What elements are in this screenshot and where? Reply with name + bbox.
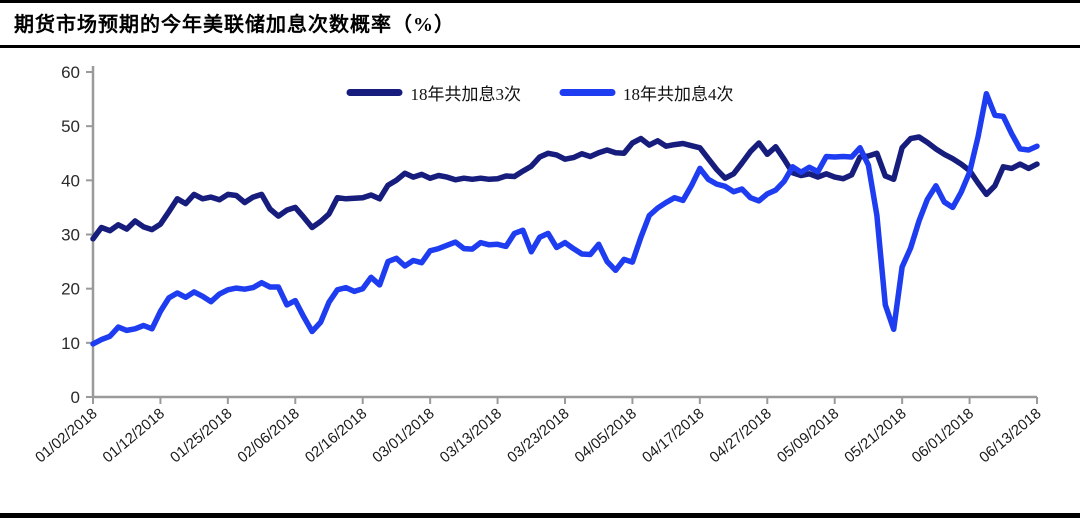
legend-label-4-hikes: 18年共加息4次 — [623, 85, 734, 104]
x-tick-label: 05/21/2018 — [841, 405, 909, 466]
x-tick-label: 04/27/2018 — [706, 405, 774, 466]
legend-swatch-4-hikes — [559, 89, 615, 96]
x-tick-label: 06/01/2018 — [909, 405, 977, 466]
legend: 18年共加息3次 18年共加息4次 — [346, 80, 734, 105]
series-line-3-hikes — [90, 134, 1040, 242]
y-tick-label: 0 — [71, 388, 80, 407]
x-tick-label: 03/01/2018 — [369, 405, 437, 466]
y-tick-label: 20 — [61, 280, 80, 299]
y-tick-label: 60 — [61, 63, 80, 82]
x-tick-label: 03/13/2018 — [437, 405, 505, 466]
chart-header: 期货市场预期的今年美联储加息次数概率（%） — [14, 8, 1066, 37]
legend-swatch-3-hikes — [346, 89, 403, 96]
series-line-4-hikes — [90, 90, 1040, 347]
title-divider — [0, 45, 1080, 48]
y-tick-label: 10 — [61, 334, 80, 353]
x-tick-label: 05/09/2018 — [774, 405, 842, 466]
x-tick-label: 02/16/2018 — [302, 405, 370, 466]
legend-item-4-hikes: 18年共加息4次 — [559, 80, 734, 105]
x-tick-label: 01/12/2018 — [100, 405, 168, 466]
x-tick-label: 02/06/2018 — [234, 405, 302, 466]
y-tick-label: 30 — [61, 226, 80, 245]
y-tick-label: 40 — [61, 171, 80, 190]
legend-label-3-hikes: 18年共加息3次 — [410, 85, 522, 104]
y-tick-label: 50 — [61, 117, 80, 136]
x-tick-label: 03/23/2018 — [504, 405, 572, 466]
x-tick-label: 04/17/2018 — [639, 405, 707, 466]
x-tick-label: 04/05/2018 — [572, 405, 640, 466]
x-tick-label: 01/02/2018 — [32, 405, 100, 466]
chart-title: 期货市场预期的今年美联储加息次数概率（%） — [14, 14, 455, 36]
top-divider — [0, 0, 1080, 3]
x-tick-label: 01/25/2018 — [167, 405, 235, 466]
legend-item-3-hikes: 18年共加息3次 — [346, 80, 522, 105]
x-tick-label: 06/13/2018 — [976, 405, 1044, 466]
bottom-divider — [0, 513, 1080, 518]
